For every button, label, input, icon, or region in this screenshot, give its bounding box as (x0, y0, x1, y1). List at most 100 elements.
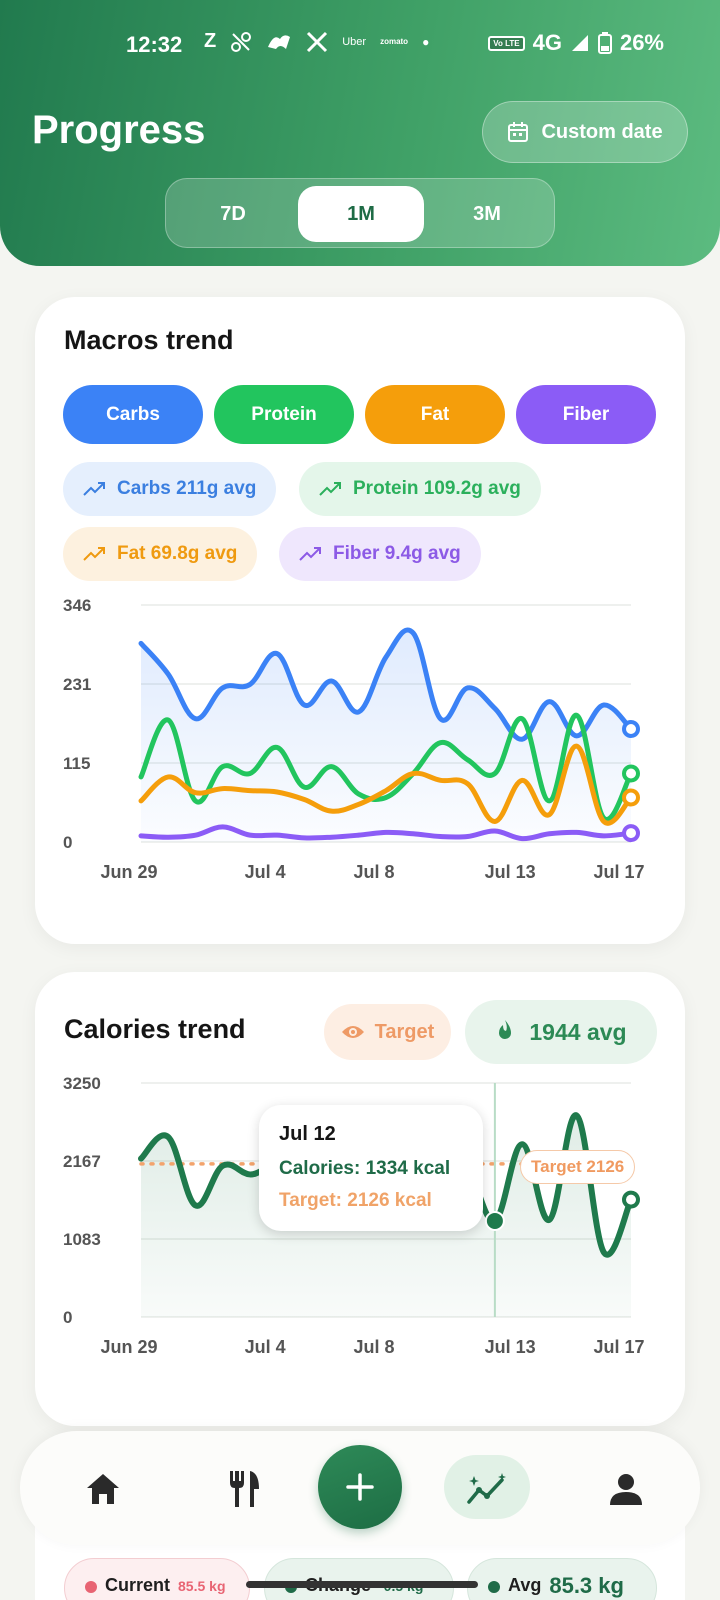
protein-line (138, 712, 634, 823)
tooltip-date: Jul 12 (279, 1123, 336, 1145)
battery-icon (597, 32, 612, 54)
nav-meals[interactable] (213, 1458, 275, 1520)
plus-icon (346, 1473, 374, 1501)
x-tick-label: Jul 13 (485, 862, 536, 882)
fat-toggle[interactable]: Fat (365, 385, 505, 444)
change-weight-chip: Change -0.5 kg (264, 1558, 454, 1600)
fiber-avg: Fiber 9.4g avg (333, 543, 461, 564)
range-tabs: 7D 1M 3M (165, 178, 555, 248)
notification-icons: Z Uber zomato ● (204, 30, 429, 53)
calories-end-point (622, 1190, 640, 1209)
avg-label: Avg (508, 1575, 542, 1595)
fat-line (138, 743, 634, 826)
current-label: Current (105, 1575, 171, 1595)
carbs-avg-chip: Carbs 211g avg (63, 462, 277, 516)
fiber-toggle[interactable]: Fiber (516, 385, 656, 444)
status-bar: 12:32 Z Uber zomato ● Vo LTE 4G 26% (0, 28, 720, 62)
eye-icon (341, 1026, 364, 1038)
x-tick-label: Jul 4 (245, 1337, 286, 1357)
zepto-app-icon: Z (204, 30, 217, 52)
tab-7d[interactable]: 7D (220, 202, 246, 225)
protein-avg: Protein 109.2g avg (353, 478, 521, 499)
calories-title: Calories trend (64, 1014, 246, 1044)
flame-icon (499, 1020, 512, 1039)
current-value: 85.5 kg (178, 1578, 226, 1594)
nav-progress-active-bg (444, 1455, 530, 1519)
x-tick-label: Jul 17 (593, 1337, 644, 1357)
x-app-icon (307, 31, 328, 52)
y-tick-label: 231 (63, 675, 91, 694)
header: 12:32 Z Uber zomato ● Vo LTE 4G 26% Prog… (0, 0, 720, 266)
avg-dot (488, 1581, 500, 1593)
volte-icon: Vo LTE (488, 35, 525, 51)
nav-progress[interactable] (456, 1458, 518, 1520)
macros-card: Macros trend Carbs Protein Fat Fiber Car… (35, 297, 685, 944)
uber-app-icon: Uber (342, 35, 367, 48)
x-tick-label: Jul 4 (245, 862, 286, 882)
profile-icon (610, 1474, 642, 1505)
more-notifications-icon: ● (422, 34, 430, 49)
calories-avg: 1944 avg (529, 1018, 627, 1045)
calories-card: Calories trend Target 1944 avg 3250 2167 1… (35, 972, 685, 1426)
target-line-label: Target 2126 (520, 1150, 636, 1184)
custom-date-label: Custom date (541, 120, 663, 143)
protein-avg-chip: Protein 109.2g avg (299, 462, 541, 516)
fat-end-point (622, 788, 640, 807)
y-tick-label: 115 (63, 754, 90, 773)
protein-toggle[interactable]: Protein (214, 385, 354, 444)
nav-add-button[interactable] (318, 1445, 402, 1529)
target-toggle-label: Target (374, 1020, 435, 1043)
zomato-app-icon: zomato (380, 37, 409, 46)
tooltip-calories: Calories: 1334 kcal (279, 1158, 451, 1179)
trend-up-icon (299, 547, 321, 561)
home-indicator (246, 1581, 478, 1588)
current-dot (85, 1581, 97, 1593)
nav-profile[interactable] (595, 1458, 657, 1520)
y-tick-label: 1083 (63, 1230, 101, 1249)
highlight-point (484, 1210, 505, 1231)
y-tick-label: 0 (63, 1308, 72, 1327)
carbs-toggle[interactable]: Carbs (63, 385, 203, 444)
y-tick-label: 2167 (63, 1152, 101, 1171)
scissors-app-icon (231, 31, 252, 52)
avg-value: 85.3 kg (549, 1573, 624, 1598)
y-tick-label: 0 (63, 833, 72, 852)
calories-avg-chip: 1944 avg (465, 1000, 657, 1064)
fat-avg-chip: Fat 69.8g avg (63, 527, 258, 581)
carbs-end-point (622, 719, 640, 738)
x-tick-label: Jul 13 (485, 1337, 536, 1357)
battery-level: 26% (619, 30, 664, 55)
bottom-nav (20, 1431, 700, 1545)
leaf-app-icon (268, 34, 291, 49)
fiber-avg-chip: Fiber 9.4g avg (279, 527, 481, 581)
network-type: 4G (532, 30, 562, 55)
target-toggle-button[interactable]: Target (324, 1004, 451, 1060)
avg-weight-chip: Avg 85.3 kg (467, 1558, 657, 1600)
macros-chart[interactable]: 346 231 115 0 Jun 29 Jul 4 Jul 8 Jul 13 Jul 17 (35, 587, 685, 907)
macros-title: Macros trend (64, 325, 234, 355)
fiber-end-point (622, 824, 640, 843)
x-tick-label: Jun 29 (100, 862, 157, 882)
carbs-avg: Carbs 211g avg (117, 478, 257, 499)
x-tick-label: Jun 29 (100, 1337, 157, 1357)
x-tick-label: Jul 8 (353, 862, 394, 882)
custom-date-button[interactable]: Custom date (482, 101, 688, 163)
page-title: Progress (32, 108, 206, 152)
trend-up-icon (83, 547, 105, 561)
tab-3m[interactable]: 3M (473, 202, 501, 225)
chart-tooltip: Jul 12 Calories: 1334 kcal Target: 2126 … (259, 1105, 483, 1231)
tab-1m[interactable]: 1M (298, 186, 424, 242)
status-right: Vo LTE 4G 26% (488, 30, 664, 56)
fiber-line (138, 824, 634, 842)
trend-up-icon (83, 482, 105, 496)
progress-icon (467, 1473, 506, 1504)
current-weight-chip: Current 85.5 kg (64, 1558, 250, 1600)
protein-end-point (622, 764, 640, 783)
home-icon (87, 1474, 119, 1504)
tooltip-target: Target: 2126 kcal (279, 1190, 432, 1211)
signal-icon (571, 35, 588, 51)
nav-home[interactable] (72, 1458, 134, 1520)
trend-up-icon (319, 482, 341, 496)
y-tick-label: 3250 (63, 1074, 101, 1093)
calendar-icon (508, 122, 529, 142)
